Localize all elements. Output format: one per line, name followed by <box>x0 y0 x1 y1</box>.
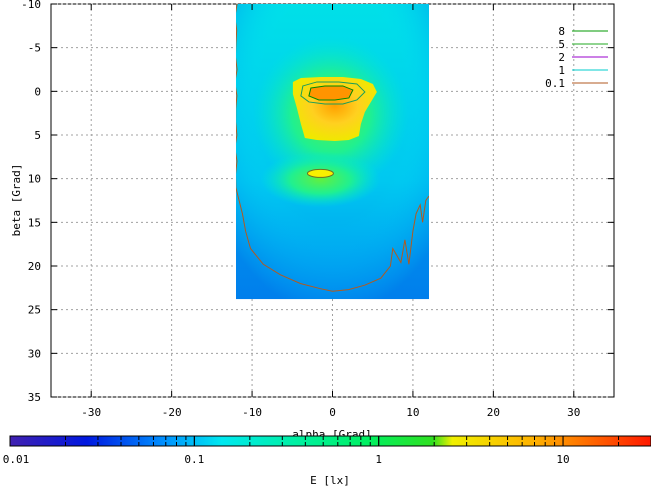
legend-label: 5 <box>558 38 565 51</box>
y-tick-label: 10 <box>28 173 41 186</box>
y-tick-label: 20 <box>28 260 41 273</box>
contour-8 <box>308 85 354 101</box>
x-axis-ticks: -30 -20 -10 0 10 20 30 <box>81 4 580 419</box>
contour-5 <box>300 81 366 105</box>
colorbar-tick-label: 0.1 <box>184 453 204 466</box>
y-tick-label: -5 <box>28 42 41 55</box>
x-tick-label: 0 <box>329 406 336 419</box>
y-tick-label: 15 <box>28 216 41 229</box>
y-tick-label: 30 <box>28 347 41 360</box>
y-tick-label: 25 <box>28 304 41 317</box>
legend-label: 2 <box>558 51 565 64</box>
secondary-peak-halo <box>260 151 381 208</box>
y-axis-label: beta [Grad] <box>10 164 23 237</box>
secondary-peak-region <box>306 168 334 178</box>
y-tick-label: 35 <box>28 391 41 404</box>
x-tick-label: 10 <box>406 406 419 419</box>
colorbar-ticks: 0.01 0.1 1 10 <box>3 436 651 466</box>
x-tick-label: 30 <box>567 406 580 419</box>
x-tick-label: 20 <box>487 406 500 419</box>
colorbar-tick-label: 1 <box>375 453 382 466</box>
x-tick-label: -10 <box>242 406 262 419</box>
legend-label: 0.1 <box>545 77 565 90</box>
colorbar-tick-label: 0.01 <box>3 453 30 466</box>
colorbar-tick-label: 10 <box>556 453 569 466</box>
colorbar-label: E [lx] <box>310 474 350 486</box>
heatmap-field <box>235 4 430 300</box>
contour-0.1 <box>235 4 430 292</box>
x-tick-label: -20 <box>162 406 182 419</box>
x-tick-label: -30 <box>81 406 101 419</box>
legend-label: 1 <box>558 64 565 77</box>
legend-label: 8 <box>558 25 565 38</box>
y-tick-label: 5 <box>34 129 41 142</box>
y-tick-label: -10 <box>21 0 41 11</box>
y-tick-label: 0 <box>34 85 41 98</box>
